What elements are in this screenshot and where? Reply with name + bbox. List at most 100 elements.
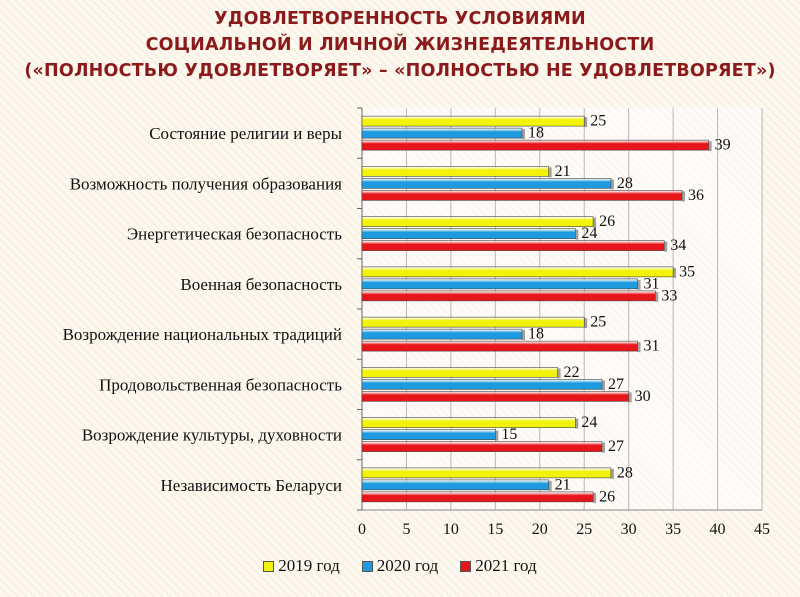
bar-0-s0 xyxy=(361,115,585,127)
value-label-6-s0: 24 xyxy=(581,414,597,431)
bar-5-s2 xyxy=(361,391,629,402)
bar-shadow-2-s2 xyxy=(664,241,668,252)
bar-4-s0 xyxy=(361,316,585,328)
bar-3-s2 xyxy=(361,290,656,302)
value-label-3-s1: 31 xyxy=(644,275,660,292)
bar-shadow-5-s2 xyxy=(628,392,632,403)
bar-shadow-0-s0 xyxy=(584,117,588,128)
x-tick-label-20: 20 xyxy=(532,521,548,538)
bar-shadow-4-s1 xyxy=(522,330,525,341)
legend-label-2021: 2021 год xyxy=(475,556,537,575)
bar-shadow-4-s0 xyxy=(584,318,588,329)
legend-swatch-2021 xyxy=(460,560,472,572)
bar-0-s2 xyxy=(361,139,709,151)
bar-shadow-7-s2 xyxy=(593,492,597,503)
bar-6-s1 xyxy=(361,429,496,440)
value-label-7-s0: 28 xyxy=(617,464,633,481)
bar-7-s0 xyxy=(361,467,612,479)
bar-shadow-1-s1 xyxy=(610,179,614,190)
bar-3-s1 xyxy=(361,278,638,290)
title-line-3: («ПОЛНОСТЬЮ УДОВЛЕТВОРЯЕТ» – «ПОЛНОСТЬЮ … xyxy=(24,61,776,81)
bar-shadow-1-s2 xyxy=(682,191,685,202)
value-label-0-s1: 18 xyxy=(528,125,544,142)
legend-label-2019: 2019 год xyxy=(278,556,340,575)
bar-shadow-4-s2 xyxy=(637,342,641,353)
value-label-6-s1: 15 xyxy=(501,426,517,443)
bar-5-s0 xyxy=(361,367,558,378)
bar-shadow-1-s0 xyxy=(548,167,552,178)
bar-1-s2 xyxy=(361,190,683,201)
value-label-2-s0: 26 xyxy=(599,213,615,230)
legend-label-2020: 2020 год xyxy=(376,556,439,575)
value-label-3-s2: 33 xyxy=(661,287,677,304)
value-label-5-s1: 27 xyxy=(608,376,624,393)
x-tick-label-10: 10 xyxy=(443,521,459,538)
value-label-0-s2: 39 xyxy=(715,137,731,154)
legend-item-2019: 2019 год xyxy=(263,556,340,576)
bar-4-s2 xyxy=(361,340,638,352)
x-tick-label-0: 0 xyxy=(358,521,366,538)
category-label-4: Возрождение национальных традиций xyxy=(63,325,342,344)
value-label-1-s1: 28 xyxy=(617,175,633,192)
bar-shadow-0-s2 xyxy=(708,141,712,152)
x-tick-label-35: 35 xyxy=(665,521,681,538)
chart-legend: 2019 год 2020 год 2021 год xyxy=(0,556,800,576)
value-label-1-s2: 36 xyxy=(688,187,704,204)
bar-shadow-7-s1 xyxy=(548,480,552,491)
bar-7-s1 xyxy=(361,479,549,491)
value-label-3-s0: 35 xyxy=(679,263,695,280)
value-label-1-s0: 21 xyxy=(555,163,571,180)
value-label-5-s2: 30 xyxy=(635,388,651,405)
category-label-0: Состояние религии и веры xyxy=(149,124,342,143)
bar-4-s1 xyxy=(361,328,523,340)
value-label-7-s1: 21 xyxy=(555,476,571,493)
x-tick-label-30: 30 xyxy=(621,521,637,538)
x-tick-label-40: 40 xyxy=(710,521,726,538)
x-tick-label-5: 5 xyxy=(402,521,410,538)
bar-shadow-6-s1 xyxy=(495,430,499,441)
bar-shadow-0-s1 xyxy=(522,129,525,140)
bar-2-s0 xyxy=(361,216,594,227)
bar-shadow-5-s1 xyxy=(602,380,605,391)
value-label-6-s2: 27 xyxy=(608,438,624,455)
category-label-5: Продовольственная безопасность xyxy=(99,375,342,394)
x-tick-label-15: 15 xyxy=(487,521,503,538)
bar-shadow-5-s0 xyxy=(557,368,561,379)
bar-0-s1 xyxy=(361,127,523,139)
category-label-2: Энергетическая безопасность xyxy=(127,225,342,244)
legend-swatch-2020 xyxy=(361,560,373,572)
x-tick-label-45: 45 xyxy=(754,521,770,538)
bar-shadow-2-s1 xyxy=(575,229,579,240)
value-label-5-s0: 22 xyxy=(564,364,580,381)
value-label-7-s2: 26 xyxy=(599,488,615,505)
x-tick-label-25: 25 xyxy=(576,521,592,538)
value-label-4-s2: 31 xyxy=(644,338,660,355)
bar-2-s1 xyxy=(361,228,576,239)
bar-1-s1 xyxy=(361,178,612,189)
bar-2-s2 xyxy=(361,240,665,251)
category-label-7: Независимость Беларуси xyxy=(161,476,342,495)
chart-title: УДОВЛЕТВОРЕННОСТЬ УСЛОВИЯМИ СОЦИАЛЬНОЙ И… xyxy=(0,6,800,84)
value-label-4-s1: 18 xyxy=(528,326,544,343)
bar-shadow-6-s0 xyxy=(575,418,579,429)
bar-7-s2 xyxy=(361,491,594,503)
category-label-6: Возрождение культуры, духовности xyxy=(82,426,342,445)
value-label-4-s0: 25 xyxy=(590,314,606,331)
legend-item-2020: 2020 год xyxy=(361,556,439,576)
bar-shadow-2-s0 xyxy=(593,217,597,228)
bar-shadow-7-s0 xyxy=(610,468,614,479)
category-label-3: Военная безопасность xyxy=(180,275,342,294)
bar-chart: 0 5 10 15 20 25 30 35 40 45 Состояние религии и ве… xyxy=(63,107,770,538)
legend-swatch-2019 xyxy=(263,560,275,572)
value-label-0-s0: 25 xyxy=(590,113,606,130)
bar-6-s0 xyxy=(361,417,576,428)
bar-shadow-3-s2 xyxy=(655,291,659,302)
value-label-2-s1: 24 xyxy=(581,225,597,242)
bar-shadow-6-s2 xyxy=(602,442,605,453)
bar-shadow-3-s0 xyxy=(673,267,677,278)
title-line-2: СОЦИАЛЬНОЙ И ЛИЧНОЙ ЖИЗНЕДЕЯТЕЛЬНОСТИ xyxy=(145,35,655,55)
category-label-1: Возможность получения образования xyxy=(70,174,342,193)
bar-5-s1 xyxy=(361,379,603,390)
bar-3-s0 xyxy=(361,266,674,278)
bar-6-s2 xyxy=(361,441,603,452)
